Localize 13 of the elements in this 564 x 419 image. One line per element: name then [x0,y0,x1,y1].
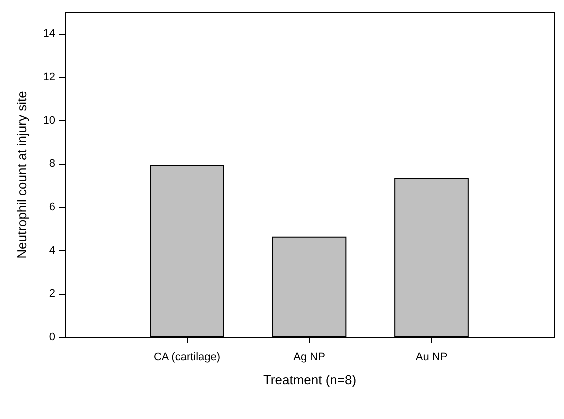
y-tick-label: 4 [49,244,56,257]
y-axis-title: Neutrophil count at injury site [14,91,30,259]
y-tick-label: 12 [43,72,56,84]
y-tick-label: 14 [43,28,56,40]
x-axis-title: Treatment (n=8) [263,372,357,388]
y-tick-label: 2 [49,288,56,300]
y-tick-label: 6 [49,202,56,214]
y-tick-label: 10 [43,114,56,127]
y-tick-label: 8 [49,158,56,170]
x-tick-label: Au NP [416,352,448,364]
x-tick-label: Ag NP [294,352,326,364]
y-tick-label: 0 [49,332,56,344]
x-tick-label: CA (cartilage) [154,352,221,364]
